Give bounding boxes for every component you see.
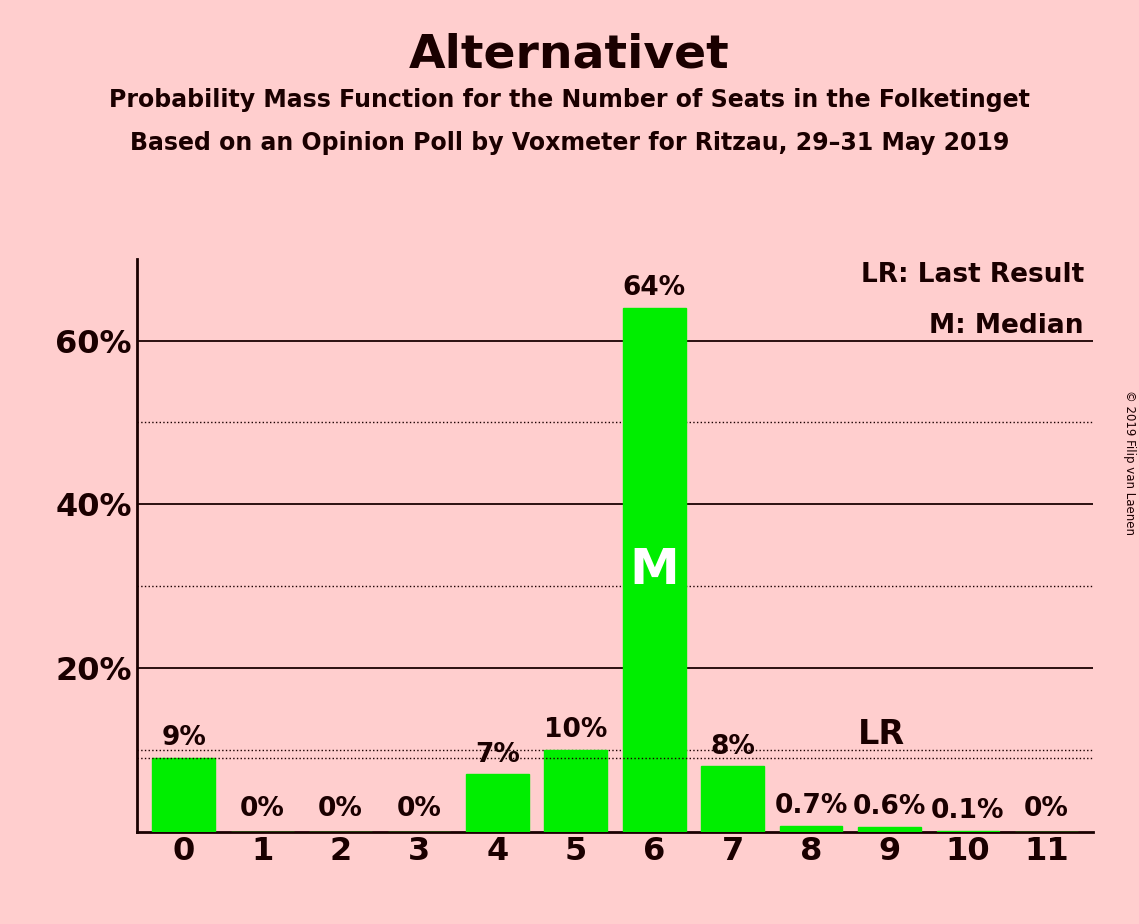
Bar [858, 827, 921, 832]
Text: LR: LR [858, 718, 906, 750]
Text: 8%: 8% [711, 734, 755, 760]
Text: Probability Mass Function for the Number of Seats in the Folketinget: Probability Mass Function for the Number… [109, 88, 1030, 112]
Text: M: Median: M: Median [929, 313, 1084, 339]
Bar [623, 308, 686, 832]
Text: 0%: 0% [396, 796, 442, 821]
Text: 0%: 0% [318, 796, 363, 821]
Bar [153, 758, 215, 832]
Text: 64%: 64% [623, 275, 686, 301]
Text: 0%: 0% [1024, 796, 1068, 821]
Bar [780, 826, 843, 832]
Text: 0.6%: 0.6% [853, 794, 926, 821]
Text: Based on an Opinion Poll by Voxmeter for Ritzau, 29–31 May 2019: Based on an Opinion Poll by Voxmeter for… [130, 131, 1009, 155]
Text: M: M [630, 546, 679, 594]
Text: LR: Last Result: LR: Last Result [861, 261, 1084, 287]
Text: Alternativet: Alternativet [409, 32, 730, 78]
Text: © 2019 Filip van Laenen: © 2019 Filip van Laenen [1123, 390, 1137, 534]
Text: 0%: 0% [239, 796, 285, 821]
Bar [544, 749, 607, 832]
Text: 0.1%: 0.1% [932, 798, 1005, 824]
Text: 0.7%: 0.7% [775, 794, 847, 820]
Text: 7%: 7% [475, 742, 519, 768]
Bar [466, 774, 528, 832]
Text: 10%: 10% [544, 717, 607, 743]
Bar [702, 766, 764, 832]
Text: 9%: 9% [162, 725, 206, 751]
